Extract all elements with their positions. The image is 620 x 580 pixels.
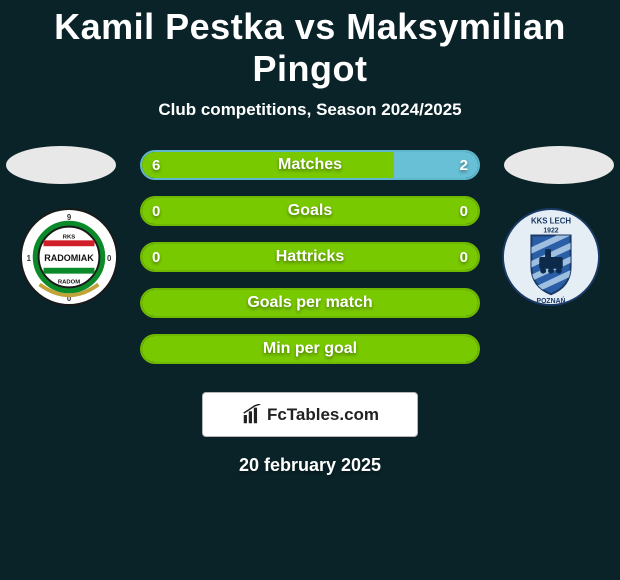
svg-text:1: 1 bbox=[27, 254, 32, 263]
bar-chart-icon bbox=[241, 404, 263, 426]
club-badge-right: KKS LECH 1922 bbox=[502, 208, 600, 306]
metric-fill-left bbox=[142, 152, 394, 178]
metric-fill-left bbox=[142, 244, 478, 270]
svg-text:1922: 1922 bbox=[543, 228, 558, 235]
brand-box: FcTables.com bbox=[202, 392, 418, 437]
metric-track bbox=[140, 242, 480, 272]
metric-track bbox=[140, 334, 480, 364]
metric-row: Min per goal bbox=[140, 334, 480, 364]
svg-text:KKS LECH: KKS LECH bbox=[531, 217, 571, 226]
metric-fill-left bbox=[142, 198, 478, 224]
metric-row: Goals per match bbox=[140, 288, 480, 318]
page-title: Kamil Pestka vs Maksymilian Pingot bbox=[0, 0, 620, 90]
comparison-panel: 9 1 0 0 RKS RADOMIAK RADOM KKS LECH 1922 bbox=[0, 146, 620, 526]
svg-text:RKS: RKS bbox=[63, 234, 75, 240]
metric-track bbox=[140, 150, 480, 180]
player-photo-left bbox=[6, 146, 116, 184]
svg-text:RADOM: RADOM bbox=[58, 279, 80, 285]
metric-track bbox=[140, 196, 480, 226]
metric-fill-left bbox=[142, 290, 478, 316]
page-subtitle: Club competitions, Season 2024/2025 bbox=[0, 100, 620, 120]
svg-text:RADOMIAK: RADOMIAK bbox=[44, 253, 94, 263]
metric-fill-left bbox=[142, 336, 478, 362]
metric-row: Matches62 bbox=[140, 150, 480, 180]
brand-text: FcTables.com bbox=[267, 405, 379, 425]
metric-fill-right bbox=[394, 152, 478, 178]
lech-badge-svg: KKS LECH 1922 bbox=[502, 208, 600, 306]
radomiak-badge-svg: 9 1 0 0 RKS RADOMIAK RADOM bbox=[20, 208, 118, 306]
metric-row: Goals00 bbox=[140, 196, 480, 226]
svg-text:POZNAŃ: POZNAŃ bbox=[537, 296, 566, 305]
svg-text:0: 0 bbox=[107, 254, 112, 263]
metrics-bars: Matches62 Goals00 Hattricks00 Goals per mat… bbox=[140, 150, 480, 380]
club-badge-left: 9 1 0 0 RKS RADOMIAK RADOM bbox=[20, 208, 118, 306]
metric-row: Hattricks00 bbox=[140, 242, 480, 272]
svg-text:9: 9 bbox=[67, 213, 72, 222]
date-label: 20 february 2025 bbox=[0, 455, 620, 476]
player-photo-right bbox=[504, 146, 614, 184]
metric-track bbox=[140, 288, 480, 318]
